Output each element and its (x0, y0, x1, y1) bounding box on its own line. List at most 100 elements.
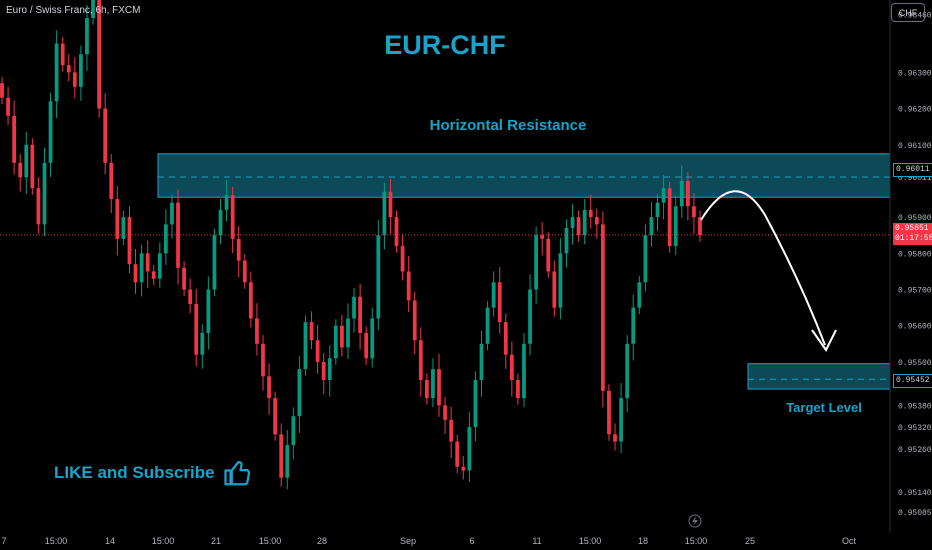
candle-body (649, 217, 654, 236)
candle-body (200, 332, 205, 355)
candle-body (248, 282, 253, 319)
candle-body (558, 253, 563, 308)
candle-body (643, 235, 648, 283)
candle-body (449, 419, 454, 442)
candle-body (12, 115, 17, 163)
candle-body (163, 224, 168, 254)
candle-body (321, 361, 326, 380)
candle-body (698, 217, 702, 236)
candle-body (121, 217, 126, 239)
candle-body (242, 260, 247, 283)
candle-body (692, 206, 696, 218)
candle-body (285, 445, 290, 478)
projection-arrowhead (811, 329, 837, 352)
candle-body (218, 209, 223, 236)
candle-body (455, 441, 460, 467)
resistance-zone (157, 153, 891, 198)
candle-body (613, 434, 617, 442)
candle-body (151, 271, 156, 279)
candle-body (443, 405, 447, 420)
candle-body (576, 217, 581, 236)
candle-body (333, 325, 338, 359)
candle-body (133, 264, 138, 283)
candle-body (582, 209, 587, 236)
candle-body (54, 43, 59, 102)
candle-body (79, 54, 83, 87)
x-tick-label: 25 (745, 536, 755, 546)
candle-body (516, 380, 520, 399)
candle-body (685, 180, 690, 207)
candle-body (412, 300, 417, 341)
candle-body (97, 0, 101, 109)
y-tick-label: 0.95260 (898, 446, 932, 455)
candle-body (0, 83, 4, 98)
candle-body (212, 235, 217, 290)
candle-body (661, 188, 666, 203)
lightning-icon[interactable] (688, 514, 702, 528)
candle-body (431, 369, 435, 399)
candle-body (66, 65, 71, 73)
current-price-tag: 0.95851 01:17:58 (893, 223, 932, 245)
x-tick-label: 15:00 (45, 536, 68, 546)
candle-body (170, 202, 174, 225)
candle-body (546, 238, 551, 272)
thumbs-up-icon (223, 461, 250, 486)
candle-body (103, 108, 108, 163)
candle-body (127, 217, 132, 265)
candle-body (255, 318, 259, 344)
candle-body (60, 43, 65, 66)
y-tick-label: 0.95085 (898, 509, 932, 518)
candle-body (315, 340, 320, 362)
candle-body (588, 209, 593, 218)
candle-body (340, 325, 344, 348)
candle-body (24, 144, 29, 178)
candle-body (491, 282, 496, 308)
candle-body (30, 144, 35, 189)
candle-body (540, 235, 545, 239)
candle-body (424, 380, 429, 399)
candle-body (376, 235, 381, 319)
candle-body (157, 253, 162, 279)
candle-body (552, 271, 557, 308)
candle-body (6, 97, 10, 116)
candle-body (667, 188, 672, 247)
symbol-header[interactable]: Euro / Swiss Franc, 6h, FXCM (6, 5, 141, 16)
candle-body (36, 188, 41, 225)
y-tick-label: 0.96011 (898, 174, 932, 183)
candle-body (382, 191, 387, 236)
x-tick-label: 28 (317, 536, 327, 546)
candle-body (607, 390, 611, 435)
candle-body (485, 307, 490, 344)
y-tick-label: 0.96300 (898, 69, 932, 78)
projection-arrow (700, 190, 826, 346)
candle-body (309, 322, 314, 341)
candle-body (522, 343, 526, 399)
candle-body (115, 199, 120, 239)
candle-body (509, 354, 514, 380)
y-tick-label: 0.95600 (898, 323, 932, 332)
current-price-value: 0.95851 (895, 224, 929, 233)
bar-countdown: 01:17:58 (895, 234, 932, 243)
y-tick-label: 0.95380 (898, 402, 932, 411)
candle-body (673, 206, 678, 247)
target-zone (747, 363, 891, 390)
candle-body (352, 296, 356, 319)
x-tick-label: 15:00 (685, 536, 708, 546)
candle-body (194, 304, 199, 355)
x-tick-label: Oct (842, 536, 857, 546)
candle-body (297, 369, 302, 417)
like-text: LIKE and Subscribe (54, 463, 215, 482)
chart-title: EUR-CHF (384, 30, 506, 60)
target-price-tag: 0.95452 (893, 374, 932, 388)
candle-body (479, 343, 484, 380)
resistance-label: Horizontal Resistance (429, 117, 587, 134)
candle-body (303, 322, 308, 370)
x-tick-label: 18 (638, 536, 648, 546)
currency-button[interactable]: CHF (891, 3, 925, 22)
candle-body (594, 217, 599, 225)
candle-body (145, 253, 150, 272)
candle-body (437, 369, 441, 406)
x-tick-label: 6 (469, 536, 474, 546)
